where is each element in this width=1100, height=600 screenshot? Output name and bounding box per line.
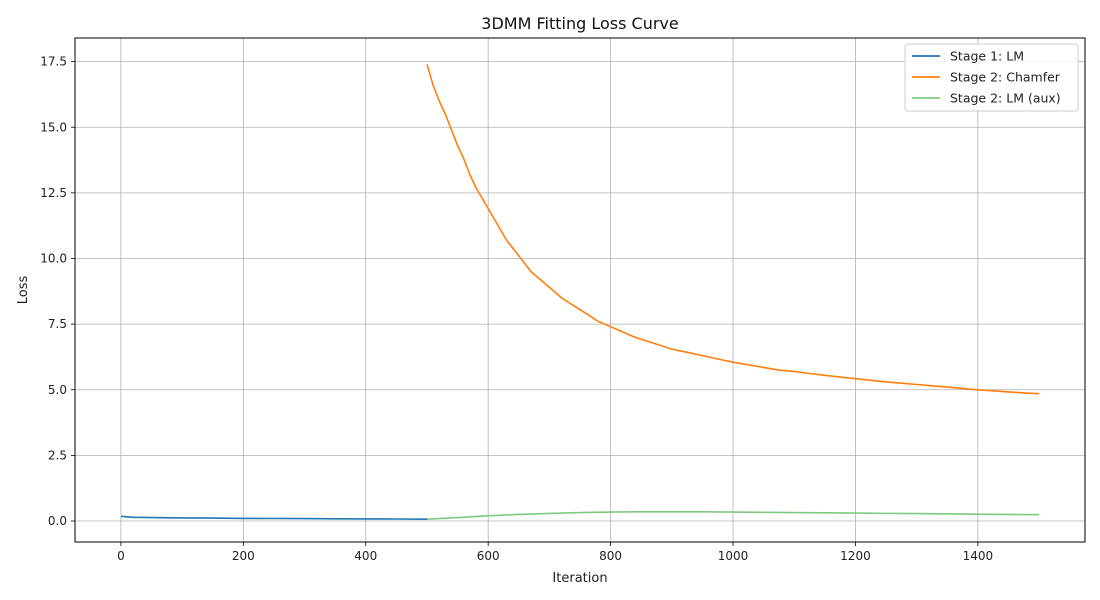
- y-tick-label: 0.0: [48, 514, 67, 528]
- x-tick-label: 200: [232, 549, 255, 563]
- y-tick-label: 12.5: [40, 186, 67, 200]
- series-lines: [120, 64, 1040, 520]
- x-axis-title: Iteration: [552, 571, 607, 586]
- y-axis-title: Loss: [16, 276, 31, 305]
- legend-label-3: Stage 2: LM (aux): [950, 91, 1061, 106]
- x-tick-label: 600: [477, 549, 500, 563]
- x-tick-label: 800: [599, 549, 622, 563]
- y-tick-label: 17.5: [40, 55, 67, 69]
- legend: Stage 1: LM Stage 2: Chamfer Stage 2: LM (…: [904, 43, 1079, 112]
- series-line-3: [426, 510, 1040, 520]
- x-tick-label: 1400: [963, 549, 994, 563]
- series-line-2: [426, 64, 1040, 395]
- legend-label-2: Stage 2: Chamfer: [950, 70, 1061, 85]
- x-tick-label: 1200: [840, 549, 871, 563]
- grid-lines: [75, 38, 1085, 542]
- axis-ticks: 0 200 400 600 800 1000 1200 1400 0.0 2.5 5.0 7.5 10.…: [40, 55, 993, 563]
- series-line-1: [120, 515, 428, 520]
- x-tick-label: 1000: [718, 549, 749, 563]
- legend-box: [904, 43, 1079, 112]
- y-tick-label: 2.5: [48, 448, 67, 462]
- x-tick-label: 400: [354, 549, 377, 563]
- chart-title: 3DMM Fitting Loss Curve: [481, 14, 678, 33]
- y-tick-label: 5.0: [48, 383, 67, 397]
- y-tick-label: 10.0: [40, 252, 67, 266]
- legend-label-1: Stage 1: LM: [950, 49, 1024, 64]
- plot-frame: [74, 37, 1086, 543]
- y-tick-label: 7.5: [48, 317, 67, 331]
- y-tick-label: 15.0: [40, 120, 67, 134]
- x-tick-label: 0: [117, 549, 125, 563]
